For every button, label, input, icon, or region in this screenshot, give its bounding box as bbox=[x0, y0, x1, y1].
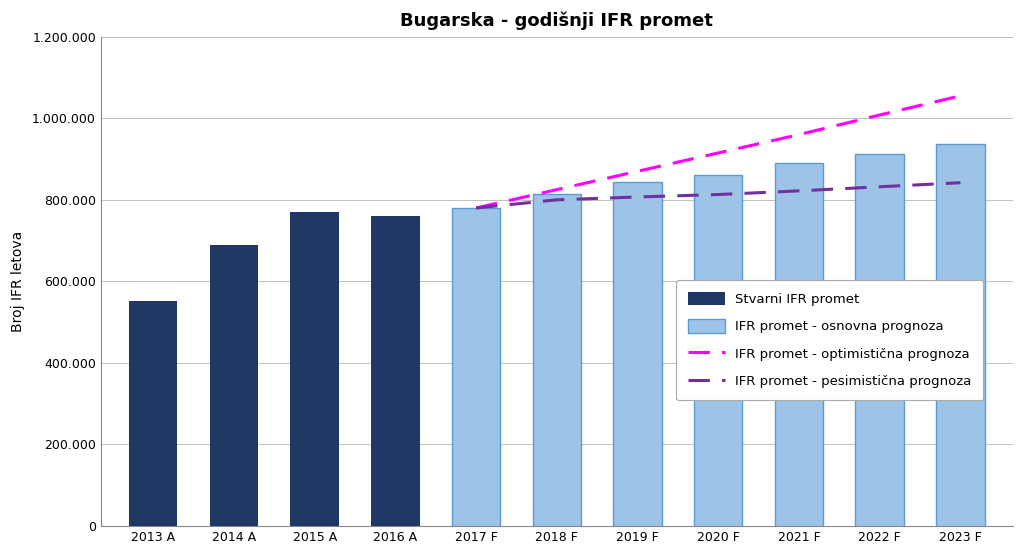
Bar bbox=[613, 182, 662, 526]
Bar bbox=[694, 174, 742, 526]
Bar bbox=[936, 144, 985, 526]
Bar bbox=[532, 194, 581, 526]
Bar bbox=[291, 211, 339, 526]
Title: Bugarska - godišnji IFR promet: Bugarska - godišnji IFR promet bbox=[400, 11, 714, 29]
Bar bbox=[210, 245, 258, 526]
Y-axis label: Broj IFR letova: Broj IFR letova bbox=[11, 231, 26, 332]
Bar bbox=[452, 208, 501, 526]
Bar bbox=[129, 301, 177, 526]
Bar bbox=[371, 216, 420, 526]
Bar bbox=[775, 163, 823, 526]
Bar bbox=[855, 154, 904, 526]
Legend: Stvarni IFR promet, IFR promet - osnovna prognoza, IFR promet - optimistična pro: Stvarni IFR promet, IFR promet - osnovna… bbox=[676, 280, 983, 400]
